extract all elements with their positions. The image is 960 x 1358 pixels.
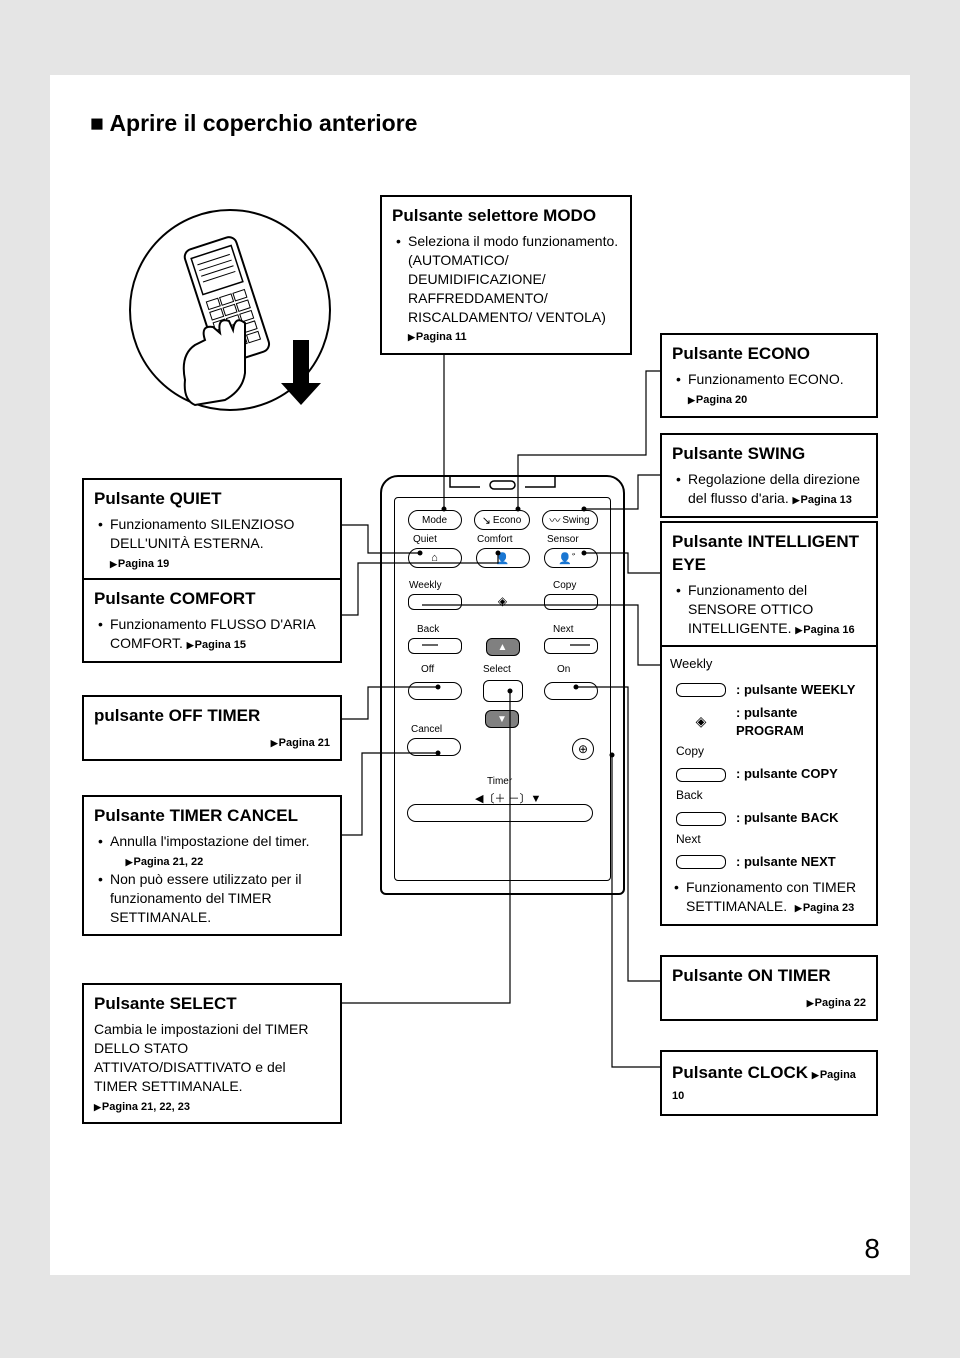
comfort-button: 👤 [476, 548, 530, 568]
clock-button: ⊕ [572, 738, 594, 760]
econo-button: ↘Econo [474, 510, 530, 530]
mode-button: Mode [408, 510, 462, 530]
cancel-button [407, 738, 461, 756]
callout-intelligent: Pulsante INTELLIGENT EYE Funzionamento d… [660, 521, 878, 648]
timer-label: Timer [487, 776, 512, 787]
page-number: 8 [864, 1233, 880, 1265]
select-label: Select [483, 664, 511, 675]
timer-bar [407, 804, 593, 822]
callout-clock: Pulsante CLOCK Pagina 10 [660, 1050, 878, 1116]
program-icon: ◈ [476, 594, 530, 610]
callout-on-timer: Pulsante ON TIMER Pagina 22 [660, 955, 878, 1021]
callout-swing: Pulsante SWING Regolazione della direzio… [660, 433, 878, 518]
callout-select: Pulsante SELECT Cambia le impostazioni d… [82, 983, 342, 1124]
copy-label: Copy [553, 580, 576, 591]
up-button: ▲ [486, 638, 520, 656]
quiet-label: Quiet [413, 534, 437, 545]
comfort-label: Comfort [477, 534, 513, 545]
next-label: Next [553, 624, 574, 635]
off-label: Off [421, 664, 434, 675]
callout-comfort: Pulsante COMFORT Funzionamento FLUSSO D'… [82, 578, 342, 663]
callout-timer-cancel: Pulsante TIMER CANCEL Annulla l'impostaz… [82, 795, 342, 936]
select-button [483, 680, 523, 702]
weekly-label: Weekly [409, 580, 442, 591]
remote-hand-illustration [125, 205, 335, 415]
down-button: ▼ [485, 710, 519, 728]
sensor-label: Sensor [547, 534, 579, 545]
swing-button: 〰Swing [542, 510, 598, 530]
cancel-label: Cancel [411, 724, 442, 735]
page-title: Aprire il coperchio anteriore [90, 110, 417, 137]
callout-off-timer: pulsante OFF TIMER Pagina 21 [82, 695, 342, 761]
quiet-button: ⌂ [408, 548, 462, 568]
next-button [544, 638, 598, 654]
callout-weekly-legend: Weekly : pulsante WEEKLY ◈: pulsante PRO… [660, 645, 878, 926]
callout-quiet: Pulsante QUIET Funzionamento SILENZIOSO … [82, 478, 342, 582]
off-button [408, 682, 462, 700]
sensor-button: 👤゛ [544, 548, 598, 568]
manual-page: Aprire il coperchio anteriore [50, 75, 910, 1275]
back-button [408, 638, 462, 654]
callout-econo: Pulsante ECONO Funzionamento ECONO.Pagin… [660, 333, 878, 418]
on-button [544, 682, 598, 700]
back-label: Back [417, 624, 439, 635]
remote-diagram: Mode ↘Econo 〰Swing Quiet Comfort Sensor … [380, 475, 625, 895]
weekly-button [408, 594, 462, 610]
callout-modo: Pulsante selettore MODO Seleziona il mod… [380, 195, 632, 355]
on-label: On [557, 664, 570, 675]
copy-button [544, 594, 598, 610]
